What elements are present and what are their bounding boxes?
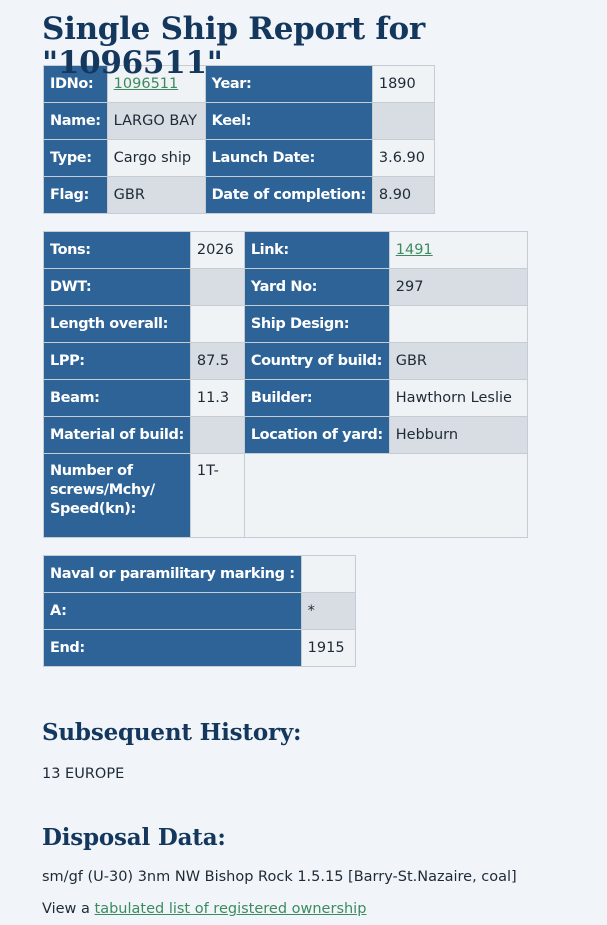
table-row: DWT: Yard No: 297 bbox=[43, 268, 528, 306]
ship-design-label: Ship Design: bbox=[243, 305, 390, 343]
length-overall-label: Length overall: bbox=[43, 305, 191, 343]
view-prefix: View a bbox=[42, 901, 95, 917]
a-label: A: bbox=[43, 592, 302, 630]
length-overall-value bbox=[189, 305, 245, 343]
link-anchor[interactable]: 1491 bbox=[395, 242, 433, 258]
flag-value: GBR bbox=[106, 176, 206, 214]
table-row: LPP: 87.5 Country of build: GBR bbox=[43, 342, 528, 380]
table-row: End: 1915 bbox=[43, 629, 356, 667]
table-row: Material of build: Location of yard: Heb… bbox=[43, 416, 528, 454]
material-label: Material of build: bbox=[43, 416, 191, 454]
year-value: 1890 bbox=[371, 65, 435, 103]
location-of-yard-value: Hebburn bbox=[388, 416, 528, 454]
link-value: 1491 bbox=[388, 231, 528, 269]
yard-no-label: Yard No: bbox=[243, 268, 390, 306]
name-label: Name: bbox=[43, 102, 108, 140]
table-row: A: * bbox=[43, 592, 356, 630]
builder-label: Builder: bbox=[243, 379, 390, 417]
ownership-line: View a tabulated list of registered owne… bbox=[42, 901, 607, 917]
table-row: Naval or paramilitary marking : bbox=[43, 555, 356, 593]
screws-value: 1T- bbox=[189, 453, 245, 538]
table-row: Name: LARGO BAY Keel: bbox=[43, 102, 435, 140]
empty-cell bbox=[243, 453, 528, 538]
screws-label: Number of screws/Mchy/ Speed(kn): bbox=[43, 453, 191, 538]
end-label: End: bbox=[43, 629, 302, 667]
location-of-yard-label: Location of yard: bbox=[243, 416, 390, 454]
link-label: Link: bbox=[243, 231, 390, 269]
completion-date-label: Date of completion: bbox=[204, 176, 373, 214]
beam-label: Beam: bbox=[43, 379, 191, 417]
tons-label: Tons: bbox=[43, 231, 191, 269]
lpp-label: LPP: bbox=[43, 342, 191, 380]
dwt-label: DWT: bbox=[43, 268, 191, 306]
table-row: Length overall: Ship Design: bbox=[43, 305, 528, 343]
table-row: Number of screws/Mchy/ Speed(kn): 1T- bbox=[43, 453, 528, 538]
a-value: * bbox=[300, 592, 356, 630]
lpp-value: 87.5 bbox=[189, 342, 245, 380]
table-row: Beam: 11.3 Builder: Hawthorn Leslie bbox=[43, 379, 528, 417]
launch-date-label: Launch Date: bbox=[204, 139, 373, 177]
yard-no-value: 297 bbox=[388, 268, 528, 306]
type-value: Cargo ship bbox=[106, 139, 206, 177]
beam-value: 11.3 bbox=[189, 379, 245, 417]
tons-value: 2026 bbox=[189, 231, 245, 269]
history-heading: Subsequent History: bbox=[42, 719, 302, 746]
table-row: Flag: GBR Date of completion: 8.90 bbox=[43, 176, 435, 214]
disposal-heading: Disposal Data: bbox=[42, 824, 226, 851]
end-value: 1915 bbox=[300, 629, 356, 667]
history-text: 13 EUROPE bbox=[42, 766, 125, 782]
ship-identity-table: IDNo: 1096511 Year: 1890 Name: LARGO BAY… bbox=[43, 65, 435, 214]
builder-value: Hawthorn Leslie bbox=[388, 379, 528, 417]
marking-label: Naval or paramilitary marking : bbox=[43, 555, 302, 593]
disposal-text: sm/gf (U-30) 3nm NW Bishop Rock 1.5.15 [… bbox=[42, 869, 517, 885]
country-of-build-label: Country of build: bbox=[243, 342, 390, 380]
keel-label: Keel: bbox=[204, 102, 373, 140]
year-label: Year: bbox=[204, 65, 373, 103]
name-value: LARGO BAY bbox=[106, 102, 206, 140]
table-row: Tons: 2026 Link: 1491 bbox=[43, 231, 528, 269]
marking-value bbox=[300, 555, 356, 593]
completion-date-value: 8.90 bbox=[371, 176, 435, 214]
table-row: IDNo: 1096511 Year: 1890 bbox=[43, 65, 435, 103]
country-of-build-value: GBR bbox=[388, 342, 528, 380]
material-value bbox=[189, 416, 245, 454]
marking-table: Naval or paramilitary marking : A: * End… bbox=[43, 555, 356, 667]
ownership-link[interactable]: tabulated list of registered ownership bbox=[94, 901, 367, 917]
launch-date-value: 3.6.90 bbox=[371, 139, 435, 177]
page-title: Single Ship Report for "1096511" bbox=[42, 11, 425, 81]
type-label: Type: bbox=[43, 139, 108, 177]
dwt-value bbox=[189, 268, 245, 306]
keel-value bbox=[371, 102, 435, 140]
idno-label: IDNo: bbox=[43, 65, 108, 103]
idno-link[interactable]: 1096511 bbox=[113, 76, 179, 92]
flag-label: Flag: bbox=[43, 176, 108, 214]
ship-specs-table: Tons: 2026 Link: 1491 DWT: Yard No: 297 … bbox=[43, 231, 528, 538]
table-row: Type: Cargo ship Launch Date: 3.6.90 bbox=[43, 139, 435, 177]
ship-design-value bbox=[388, 305, 528, 343]
